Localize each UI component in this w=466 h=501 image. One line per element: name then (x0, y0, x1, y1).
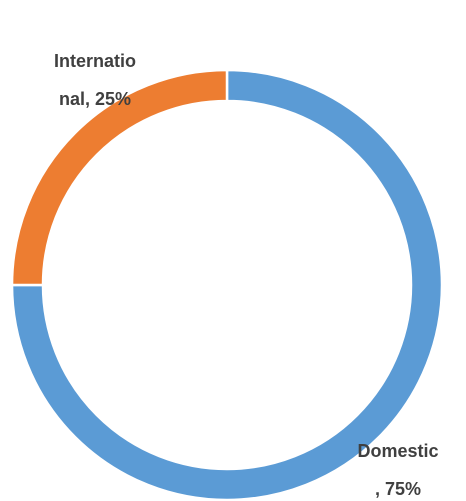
data-label: Domestic, 75% (357, 441, 438, 499)
donut-slice (10, 68, 444, 501)
data-label: Internatio nal, 25% (54, 51, 136, 109)
donut-slice (10, 68, 229, 287)
